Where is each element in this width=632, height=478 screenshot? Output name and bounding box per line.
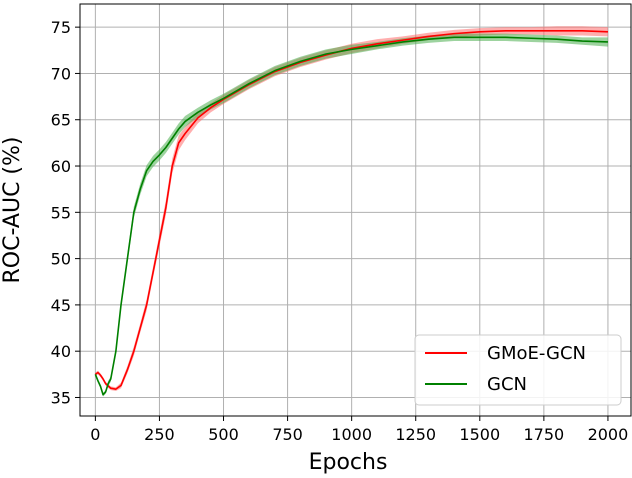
- x-axis-label: Epochs: [309, 450, 388, 474]
- x-tick-label: 0: [90, 425, 100, 444]
- y-tick-label: 40: [51, 342, 71, 361]
- y-axis-label: ROC-AUC (%): [0, 137, 25, 284]
- legend: GMoE-GCN GCN: [414, 334, 622, 406]
- gcn-line: [94, 36, 608, 396]
- x-tick-label: 250: [144, 425, 175, 444]
- x-tick-label: 750: [272, 425, 303, 444]
- y-tick-label: 70: [51, 64, 71, 83]
- x-tick-label: 500: [208, 425, 239, 444]
- legend-label-gcn: GCN: [487, 374, 527, 395]
- gmoe-gcn-line: [94, 30, 608, 390]
- x-tick-label: 2000: [588, 425, 629, 444]
- x-tick-label: 1250: [395, 425, 436, 444]
- legend-label-gmoe-gcn: GMoE-GCN: [487, 343, 586, 364]
- plot-frame: [79, 3, 632, 417]
- y-tick-label: 50: [51, 250, 71, 269]
- y-tick-label: 65: [51, 111, 71, 130]
- y-tick-label: 35: [51, 388, 71, 407]
- x-tick-label: 1000: [331, 425, 372, 444]
- y-tick-label: 45: [51, 296, 71, 315]
- y-tick-label: 55: [51, 203, 71, 222]
- y-tick-label: 75: [51, 18, 71, 37]
- x-tick-label: 1500: [459, 425, 500, 444]
- y-tick-label: 60: [51, 157, 71, 176]
- x-tick-label: 1750: [524, 425, 565, 444]
